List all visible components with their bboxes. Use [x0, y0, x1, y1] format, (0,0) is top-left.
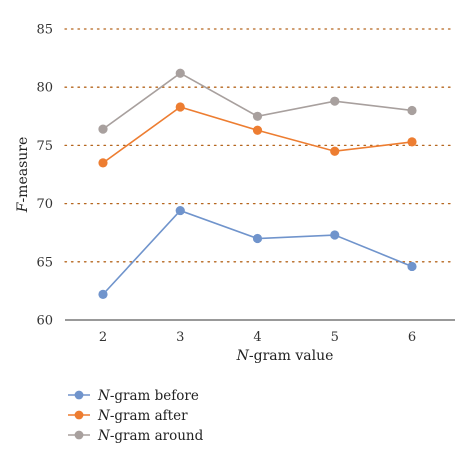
y-tick-label-65: 65: [36, 255, 53, 270]
legend-item-3: N-gram around: [68, 428, 204, 444]
series-2: [98, 102, 417, 168]
y-tick-label-85: 85: [36, 23, 53, 38]
data-point-s2-x4: [252, 125, 263, 135]
data-point-s3-x3: [175, 68, 185, 78]
x-tick-label-6: 6: [408, 330, 416, 345]
y-tick-label-75: 75: [36, 139, 53, 154]
y-tick-label-60: 60: [36, 314, 53, 329]
series-line-1: [102, 209, 413, 295]
gridlines: [64, 28, 456, 263]
x-axis-title-italic: N: [236, 348, 250, 364]
legend-label-italic-3: N: [97, 428, 111, 444]
legend-label-1: N-gram before: [97, 388, 199, 404]
legend-swatch-marker-2: [74, 410, 84, 420]
legend-label-2: N-gram after: [97, 408, 188, 424]
x-tick-label-3: 3: [176, 330, 184, 345]
data-point-s3-x5: [330, 96, 340, 106]
data-point-s1-x6: [407, 261, 417, 272]
data-point-s1-x3: [175, 205, 185, 216]
data-point-s2-x3: [175, 102, 185, 112]
y-axis-title-italic: F: [15, 201, 31, 213]
data-point-s2-x6: [407, 137, 417, 147]
legend-swatch-marker-1: [74, 390, 84, 400]
legend-label-italic-2: N: [97, 408, 111, 424]
data-point-s1-x2: [98, 289, 108, 299]
data-point-s2-x2: [98, 158, 108, 168]
legend-label-italic-1: N: [97, 388, 111, 404]
data-point-s1-x4: [252, 233, 263, 244]
x-tick-label-2: 2: [99, 330, 107, 345]
data-point-s2-x5: [330, 146, 340, 156]
series-group: [98, 68, 417, 299]
series-1: [98, 205, 417, 299]
y-tick-label-80: 80: [36, 81, 53, 96]
y-axis-title: F-measure: [15, 137, 31, 214]
legend-label-3: N-gram around: [97, 428, 204, 444]
y-axis-title-rest: -measure: [15, 137, 31, 203]
x-axis-title-rest: -gram value: [249, 348, 334, 364]
data-point-s3-x4: [252, 111, 263, 121]
legend-label-rest-1: -gram before: [110, 388, 199, 404]
y-tick-label-70: 70: [36, 197, 53, 212]
data-point-s1-x5: [330, 230, 340, 240]
legend-swatch-marker-3: [74, 430, 84, 440]
legend-label-rest-2: -gram after: [110, 408, 188, 424]
x-tick-label-5: 5: [331, 330, 339, 345]
x-axis-title: N-gram value: [236, 348, 334, 364]
y-tick-labels: 60 65 70 75 80 85: [36, 23, 53, 329]
x-tick-labels: 2 3 4 5 6: [99, 330, 416, 345]
data-point-s3-x2: [98, 124, 108, 134]
series-3: [98, 68, 417, 134]
legend-item-1: N-gram before: [68, 388, 199, 404]
legend-item-2: N-gram after: [68, 408, 188, 424]
data-point-s3-x6: [407, 105, 417, 116]
x-tick-label-4: 4: [253, 330, 261, 345]
legend-label-rest-3: -gram around: [110, 428, 204, 444]
